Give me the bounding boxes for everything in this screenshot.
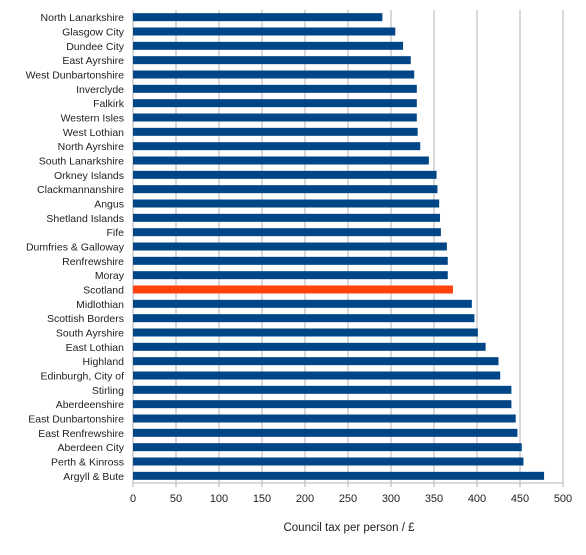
bar: [133, 41, 404, 50]
bar: [133, 256, 448, 265]
x-tick-label: 50: [170, 493, 182, 505]
bar: [133, 414, 516, 423]
bar: [133, 113, 417, 122]
category-label: Scotland: [83, 285, 124, 297]
bar: [133, 185, 438, 194]
bar-highlight: [133, 285, 453, 294]
category-label: Angus: [94, 199, 124, 211]
bar: [133, 199, 440, 208]
bar: [133, 142, 421, 151]
bar: [133, 400, 512, 409]
bar: [133, 70, 415, 79]
category-label: Glasgow City: [62, 27, 125, 39]
bar: [133, 371, 501, 380]
bar: [133, 213, 441, 222]
category-label: North Lanarkshire: [41, 12, 125, 24]
bar: [133, 314, 475, 323]
category-label: Shetland Islands: [46, 213, 124, 225]
bar: [133, 342, 486, 351]
category-label: East Dunbartonshire: [28, 414, 124, 426]
category-label: Aberdeen City: [57, 442, 124, 454]
category-label: Inverclyde: [76, 84, 124, 96]
bar: [133, 84, 417, 93]
bar: [133, 228, 441, 237]
category-label: Highland: [83, 356, 125, 368]
category-label: South Lanarkshire: [39, 156, 124, 168]
category-label: Perth & Kinross: [51, 457, 124, 469]
bar: [133, 299, 472, 308]
bar: [133, 385, 512, 394]
x-tick-label: 0: [130, 493, 136, 505]
bar: [133, 357, 499, 366]
x-tick-label: 200: [296, 493, 314, 505]
bars: [133, 13, 545, 480]
bar: [133, 457, 524, 466]
category-label: Renfrewshire: [62, 256, 124, 268]
bar: [133, 13, 383, 22]
category-label: Edinburgh, City of: [41, 371, 125, 383]
category-label: East Lothian: [66, 342, 125, 354]
category-label: Clackmannanshire: [37, 184, 124, 196]
bar: [133, 443, 522, 452]
category-label: Dundee City: [66, 41, 125, 53]
bar: [133, 27, 396, 36]
x-tick-label: 300: [382, 493, 400, 505]
category-label: East Renfrewshire: [38, 428, 124, 440]
x-tick-label: 150: [253, 493, 271, 505]
category-label: Moray: [95, 270, 125, 282]
bar: [133, 127, 418, 136]
category-label: Fife: [106, 227, 124, 239]
x-axis-title: Council tax per person / £: [283, 522, 415, 534]
bar: [133, 271, 448, 280]
category-label: Orkney Islands: [54, 170, 124, 182]
category-label: Scottish Borders: [47, 313, 124, 325]
category-label: West Lothian: [63, 127, 124, 139]
x-tick-label: 400: [468, 493, 486, 505]
category-labels: North Lanarkshire Glasgow City Dundee City…: [26, 12, 125, 483]
x-tick-label: 250: [339, 493, 357, 505]
bar: [133, 428, 518, 437]
bar: [133, 156, 429, 165]
bar: [133, 471, 545, 480]
bar: [133, 99, 417, 108]
category-label: Falkirk: [93, 98, 125, 110]
category-label: Argyll & Bute: [63, 471, 124, 483]
category-label: South Ayrshire: [56, 328, 124, 340]
bar: [133, 170, 437, 179]
x-tick-label: 100: [210, 493, 228, 505]
x-tick-label: 450: [511, 493, 529, 505]
x-tick-label: 350: [425, 493, 443, 505]
bar: [133, 328, 478, 337]
category-label: Dumfries & Galloway: [26, 242, 125, 254]
category-label: North Ayrshire: [58, 141, 124, 153]
category-label: West Dunbartonshire: [26, 70, 125, 82]
category-label: East Ayrshire: [62, 55, 124, 67]
category-label: Aberdeenshire: [56, 399, 124, 411]
bar: [133, 242, 447, 251]
x-tick-label: 500: [554, 493, 572, 505]
category-label: Stirling: [92, 385, 124, 397]
category-label: Western Isles: [61, 113, 124, 125]
category-label: Midlothian: [76, 299, 124, 311]
bar: [133, 56, 411, 65]
x-axis-ticks: 0 50 100 150 200 250 300 350 400 450 500: [130, 493, 572, 505]
